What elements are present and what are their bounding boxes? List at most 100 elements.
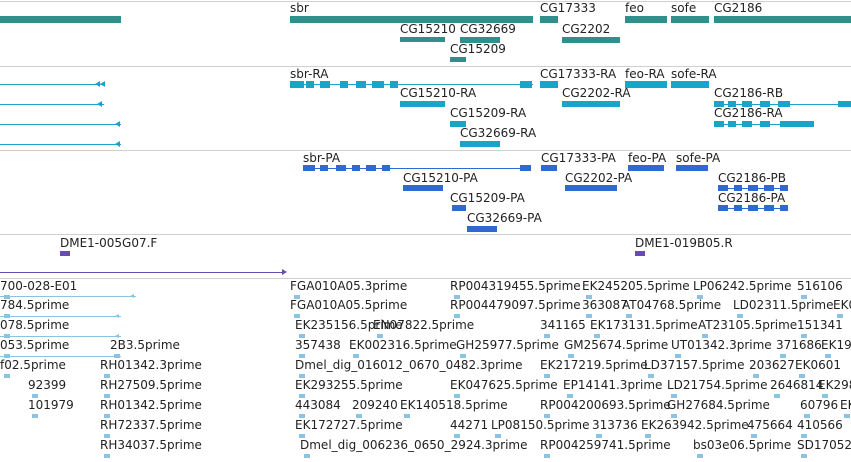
gene-feature[interactable] bbox=[290, 16, 533, 23]
protein-cds[interactable] bbox=[718, 205, 728, 211]
transcript-exon[interactable] bbox=[372, 81, 384, 88]
transcript-intron[interactable] bbox=[0, 84, 104, 85]
transcript-exon[interactable] bbox=[838, 101, 851, 107]
est-feature[interactable] bbox=[801, 295, 807, 299]
transcript-exon[interactable] bbox=[540, 81, 558, 88]
gene-feature[interactable] bbox=[714, 16, 851, 23]
est-feature[interactable] bbox=[702, 334, 708, 338]
est-feature[interactable] bbox=[544, 374, 550, 378]
est-feature[interactable] bbox=[32, 394, 38, 398]
protein-cds[interactable] bbox=[764, 185, 774, 191]
est-feature[interactable] bbox=[737, 314, 743, 318]
transcript-exon[interactable] bbox=[390, 81, 398, 88]
transcript-exon[interactable] bbox=[778, 101, 790, 107]
transcript-exon[interactable] bbox=[562, 101, 620, 107]
gene-feature[interactable] bbox=[540, 16, 558, 23]
est-feature[interactable] bbox=[377, 334, 383, 338]
transcript-exon[interactable] bbox=[714, 101, 724, 107]
est-span[interactable] bbox=[0, 356, 121, 357]
est-feature[interactable] bbox=[104, 414, 110, 418]
transcript-exon[interactable] bbox=[320, 81, 330, 88]
protein-cds[interactable] bbox=[467, 226, 497, 232]
est-feature[interactable] bbox=[4, 295, 10, 299]
est-feature[interactable] bbox=[648, 374, 654, 378]
protein-cds[interactable] bbox=[352, 165, 360, 171]
est-feature[interactable] bbox=[567, 394, 573, 398]
protein-cds[interactable] bbox=[734, 185, 742, 191]
protein-cds[interactable] bbox=[565, 185, 617, 191]
est-feature[interactable] bbox=[594, 334, 600, 338]
est-feature[interactable] bbox=[299, 374, 305, 378]
est-feature[interactable] bbox=[799, 374, 805, 378]
clone-end[interactable] bbox=[60, 251, 70, 256]
protein-cds[interactable] bbox=[628, 165, 664, 171]
transcript-exon[interactable] bbox=[742, 101, 752, 107]
est-feature[interactable] bbox=[104, 394, 110, 398]
est-feature[interactable] bbox=[32, 414, 38, 418]
transcript-exon[interactable] bbox=[780, 121, 814, 127]
est-feature[interactable] bbox=[675, 354, 681, 358]
est-feature[interactable] bbox=[104, 374, 110, 378]
transcript-exon[interactable] bbox=[460, 141, 500, 147]
est-feature[interactable] bbox=[454, 394, 460, 398]
est-feature[interactable] bbox=[801, 434, 807, 438]
protein-cds[interactable] bbox=[748, 205, 758, 211]
protein-cds[interactable] bbox=[303, 165, 315, 171]
est-feature[interactable] bbox=[671, 394, 677, 398]
protein-cds[interactable] bbox=[336, 165, 346, 171]
est-feature[interactable] bbox=[697, 295, 703, 299]
est-feature[interactable] bbox=[544, 334, 550, 338]
transcript-intron[interactable] bbox=[0, 144, 121, 145]
est-feature[interactable] bbox=[801, 454, 807, 458]
transcript-intron[interactable] bbox=[290, 84, 533, 85]
est-span[interactable] bbox=[0, 296, 136, 297]
est-feature[interactable] bbox=[356, 414, 362, 418]
est-feature[interactable] bbox=[774, 394, 780, 398]
est-feature[interactable] bbox=[804, 414, 810, 418]
protein-cds[interactable] bbox=[320, 165, 328, 171]
est-feature[interactable] bbox=[404, 414, 410, 418]
est-feature[interactable] bbox=[544, 454, 550, 458]
transcript-exon[interactable] bbox=[520, 81, 532, 88]
est-feature[interactable] bbox=[626, 314, 632, 318]
est-feature[interactable] bbox=[697, 454, 703, 458]
est-feature[interactable] bbox=[837, 314, 843, 318]
est-feature[interactable] bbox=[299, 394, 305, 398]
gene-feature[interactable] bbox=[671, 16, 709, 23]
transcript-exon[interactable] bbox=[450, 121, 466, 127]
est-feature[interactable] bbox=[104, 434, 110, 438]
protein-cds[interactable] bbox=[748, 185, 758, 191]
protein-cds[interactable] bbox=[403, 185, 443, 191]
est-feature[interactable] bbox=[454, 295, 460, 299]
est-feature[interactable] bbox=[780, 354, 786, 358]
gene-feature[interactable] bbox=[450, 57, 466, 62]
protein-cds[interactable] bbox=[366, 165, 376, 171]
protein-cds[interactable] bbox=[718, 185, 728, 191]
transcript-exon[interactable] bbox=[760, 101, 770, 107]
protein-cds[interactable] bbox=[780, 185, 788, 191]
gene-feature[interactable] bbox=[625, 16, 667, 23]
est-feature[interactable] bbox=[299, 434, 305, 438]
est-feature[interactable] bbox=[460, 354, 466, 358]
transcript-exon[interactable] bbox=[356, 81, 366, 88]
transcript-exon[interactable] bbox=[760, 121, 770, 127]
est-feature[interactable] bbox=[299, 414, 305, 418]
est-feature[interactable] bbox=[299, 334, 305, 338]
est-feature[interactable] bbox=[104, 454, 110, 458]
gene-feature[interactable] bbox=[562, 37, 620, 43]
clone-span[interactable] bbox=[0, 272, 282, 273]
est-feature[interactable] bbox=[568, 354, 574, 358]
est-feature[interactable] bbox=[454, 434, 460, 438]
est-feature[interactable] bbox=[454, 314, 460, 318]
transcript-exon[interactable] bbox=[728, 101, 736, 107]
est-feature[interactable] bbox=[801, 334, 807, 338]
est-feature[interactable] bbox=[294, 295, 300, 299]
protein-cds[interactable] bbox=[734, 205, 742, 211]
protein-cds[interactable] bbox=[520, 165, 531, 171]
protein-cds[interactable] bbox=[452, 205, 466, 211]
transcript-exon[interactable] bbox=[671, 81, 709, 88]
protein-cds[interactable] bbox=[676, 165, 708, 171]
transcript-exon[interactable] bbox=[306, 81, 314, 88]
est-feature[interactable] bbox=[751, 434, 757, 438]
transcript-exon[interactable] bbox=[340, 81, 348, 88]
